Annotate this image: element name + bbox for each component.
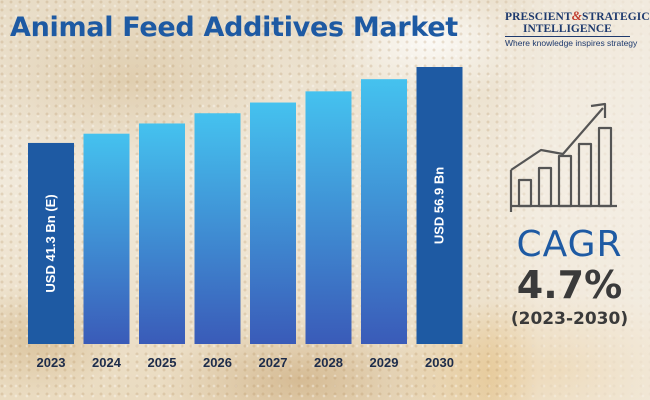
cagr-block: CAGR 4.7% (2023-2030) bbox=[497, 226, 642, 330]
x-tick-label-2025: 2025 bbox=[148, 355, 177, 370]
cagr-value: 4.7% bbox=[516, 263, 623, 307]
bar-2025 bbox=[139, 123, 185, 344]
bar-2024 bbox=[83, 133, 130, 344]
x-tick-label-2026: 2026 bbox=[203, 355, 232, 370]
bar-2026 bbox=[194, 113, 241, 344]
bar-2030 bbox=[416, 67, 463, 344]
year-labels-group: 2023 2024 2025 2026 2027 2028 2029 2030 bbox=[37, 355, 454, 370]
logo-tagline: Where knowledge inspires strategy bbox=[505, 36, 638, 48]
bar-value-label-2023: USD 41.3 Bn (E) bbox=[43, 194, 58, 292]
logo-word-prescient: PRESCIENT bbox=[505, 11, 572, 23]
x-tick-label-2030: 2030 bbox=[425, 355, 454, 370]
logo-name-line1: PRESCIENT&STRATEGIC bbox=[505, 8, 650, 24]
bar-chart-growth-arrow-icon bbox=[505, 98, 625, 221]
cagr-label: CAGR bbox=[516, 224, 623, 265]
bar-2023 bbox=[28, 142, 74, 344]
bar-2029 bbox=[361, 79, 407, 344]
chart-title: Animal Feed Additives Market bbox=[10, 12, 458, 43]
x-tick-label-2027: 2027 bbox=[259, 355, 288, 370]
x-tick-label-2024: 2024 bbox=[92, 355, 122, 370]
logo-word-intelligence: INTELLIGENCE bbox=[523, 23, 612, 35]
bars-group: USD 41.3 Bn (E) USD 56.9 Bn bbox=[28, 67, 463, 345]
cagr-period: (2023-2030) bbox=[510, 309, 629, 329]
bar-2027 bbox=[250, 102, 296, 345]
logo-ampersand: & bbox=[571, 8, 582, 23]
bar-value-label-2030: USD 56.9 Bn bbox=[432, 167, 447, 244]
company-logo: PRESCIENT&STRATEGIC INTELLIGENCE Where k… bbox=[505, 8, 650, 48]
x-tick-label-2028: 2028 bbox=[314, 355, 343, 370]
logo-word-strategic: STRATEGIC bbox=[581, 11, 650, 23]
x-tick-label-2029: 2029 bbox=[370, 355, 399, 370]
x-tick-label-2023: 2023 bbox=[37, 355, 66, 370]
bar-2028 bbox=[305, 91, 352, 345]
